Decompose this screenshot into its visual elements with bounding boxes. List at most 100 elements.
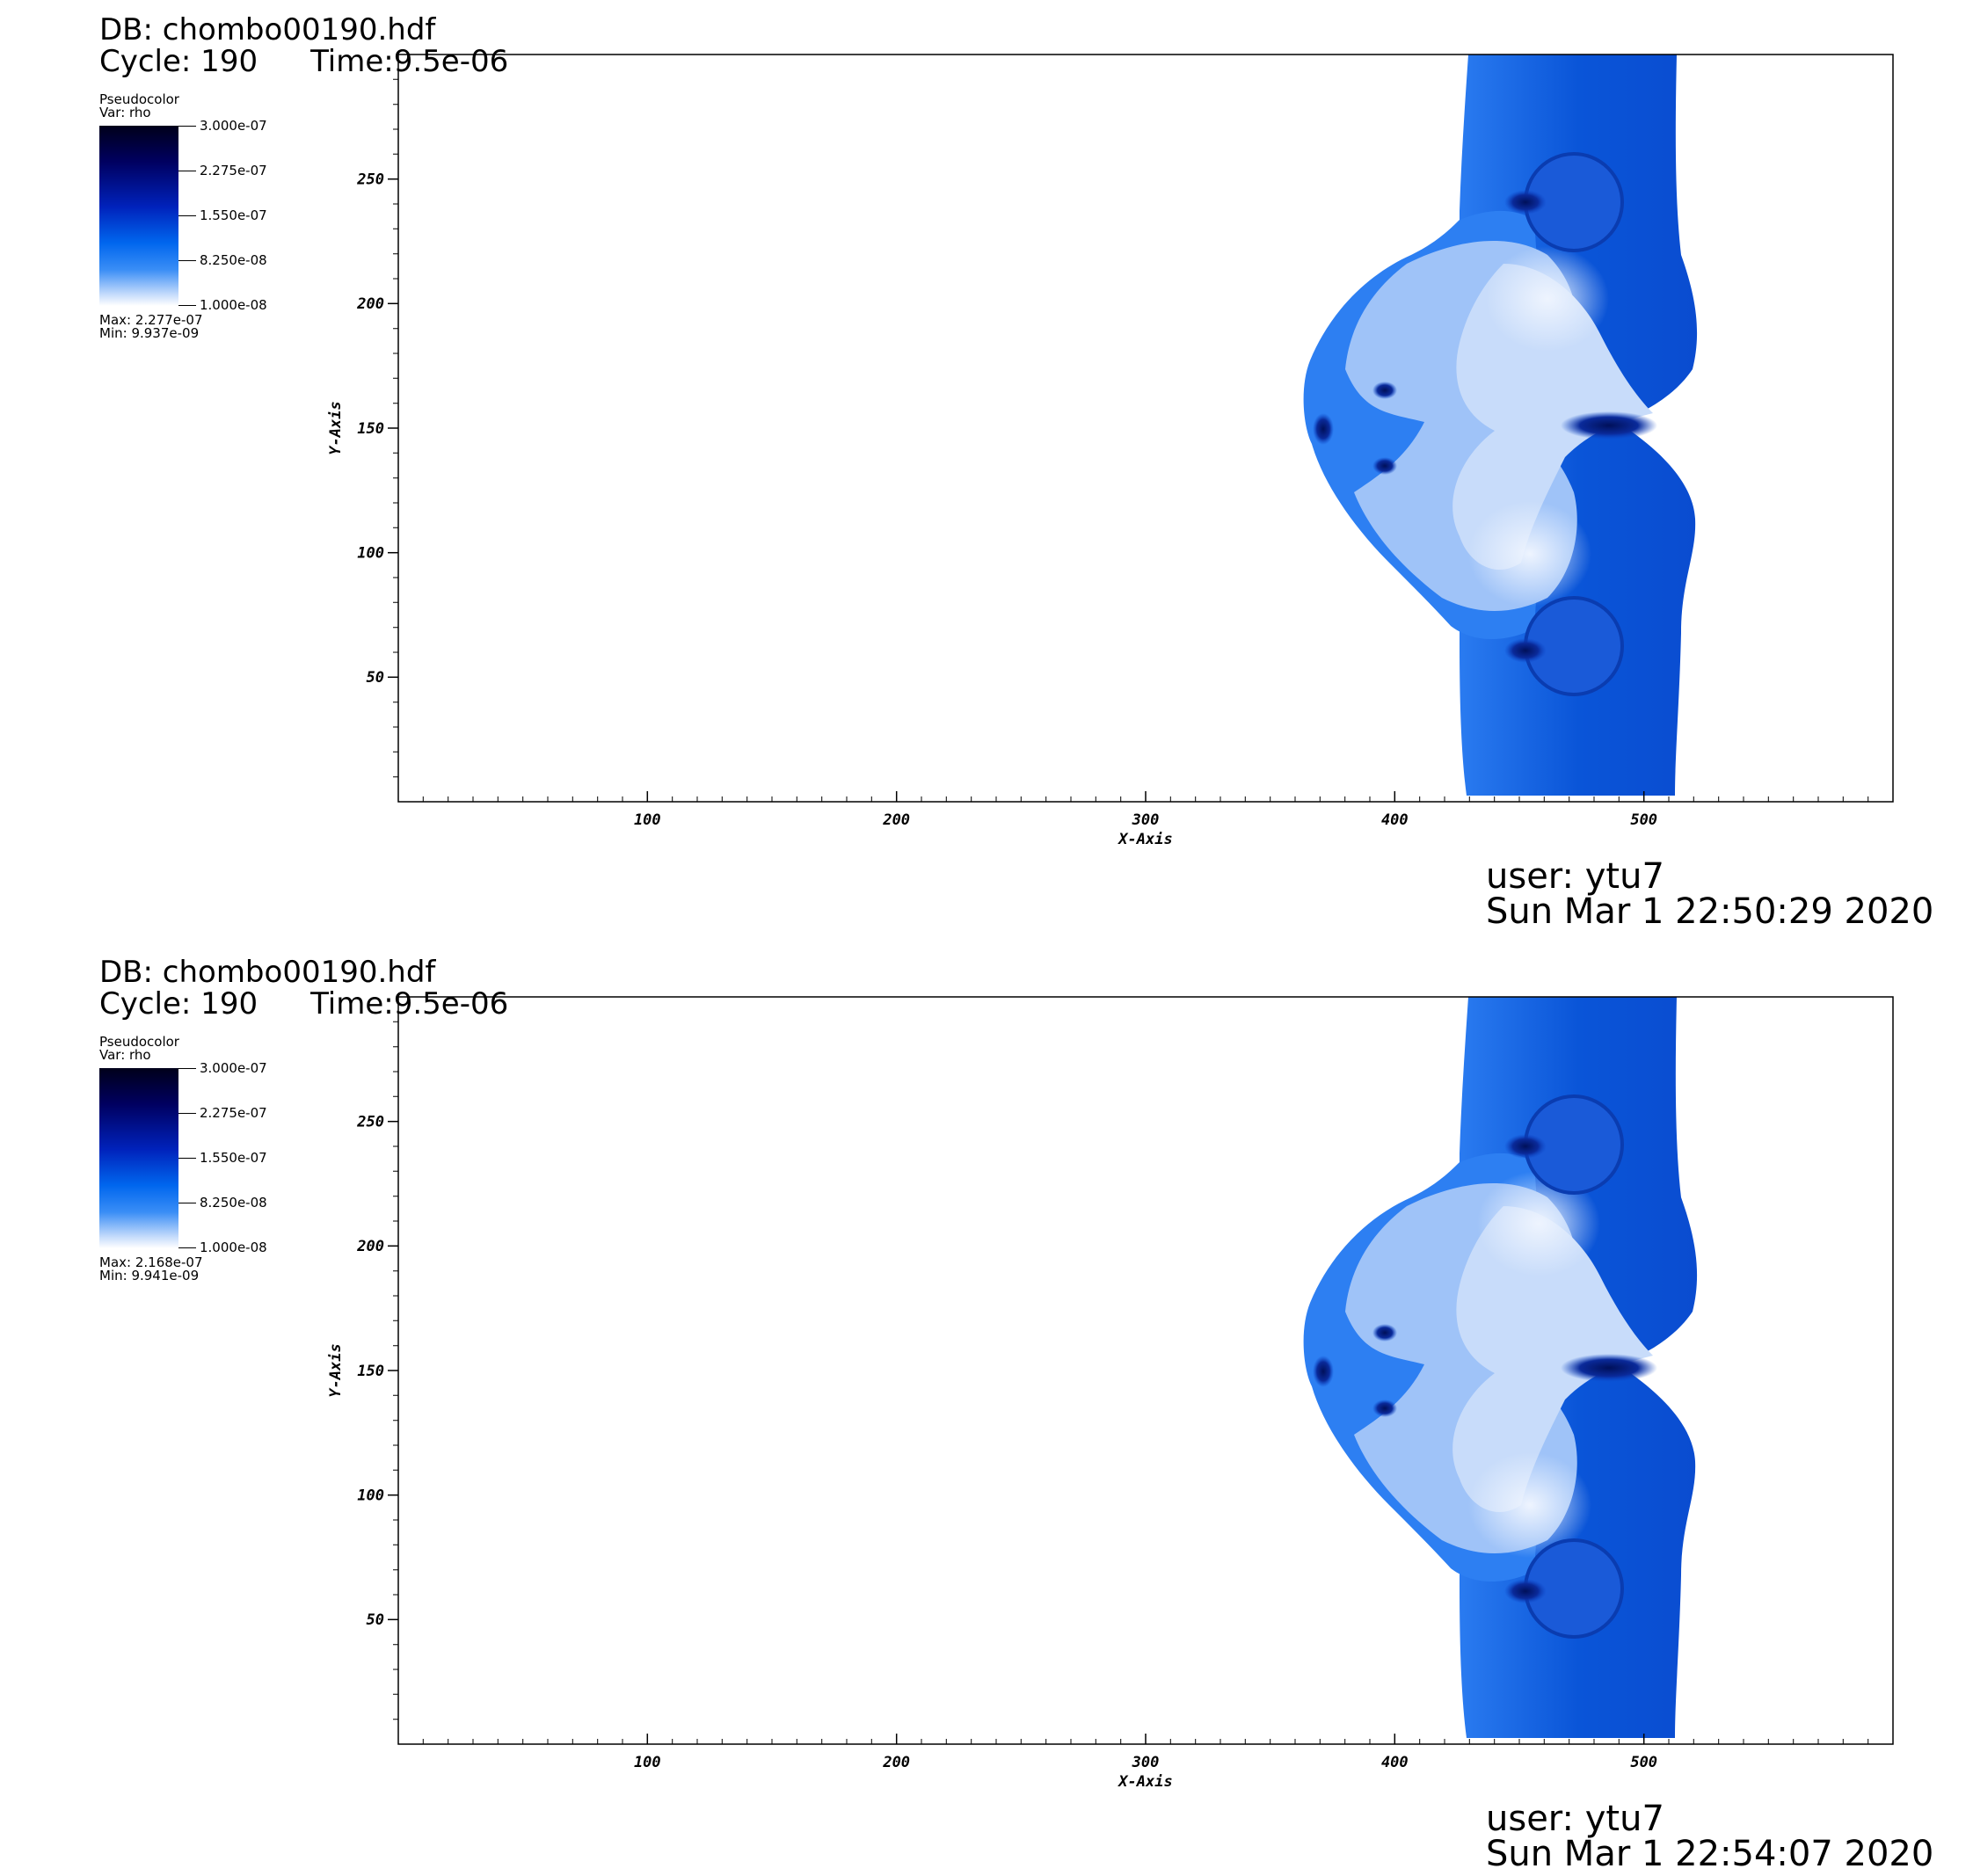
y-tick-label: 250 [356, 1114, 384, 1131]
user-label: user: ytu7 [1486, 856, 1664, 897]
y-tick-label: 200 [356, 295, 384, 313]
legend-max: Max: 2.277e-07 [99, 312, 203, 328]
y-axis-title: Y-Axis [327, 401, 345, 454]
colorbar-tick-label: 8.250e-08 [200, 252, 267, 268]
x-tick-label: 400 [1381, 1754, 1409, 1771]
colorbar-tick [178, 1158, 196, 1159]
legend-max: Max: 2.168e-07 [99, 1254, 203, 1270]
x-tick-labels: 100 200 300 400 500 [634, 811, 1657, 829]
density-core [1561, 1354, 1657, 1382]
x-axis-title: X-Axis [1117, 831, 1172, 848]
colorbar-tick [178, 215, 196, 216]
density-core [1561, 411, 1657, 440]
x-tick-label: 100 [634, 811, 661, 829]
density-glow [1468, 501, 1591, 607]
density-core [1504, 1579, 1547, 1603]
x-tick-label: 200 [882, 1754, 910, 1771]
density-core [1372, 1324, 1397, 1342]
colorbar-tick [178, 305, 196, 306]
x-axis [646, 791, 1645, 802]
cycle-time-line: Cycle: 190 Time:9.5e-06 [99, 988, 508, 1020]
density-core [1372, 1400, 1397, 1417]
x-tick-label: 400 [1381, 811, 1409, 829]
colorbar [99, 1068, 178, 1248]
density-core [1504, 190, 1547, 215]
x-tick-labels: 100 200 300 400 500 [634, 1754, 1657, 1771]
legend-min: Min: 9.941e-09 [99, 1268, 200, 1283]
y-tick-label: 200 [356, 1238, 384, 1255]
legend-variable: Var: rho [99, 1047, 151, 1063]
legend-plot-type: Pseudocolor [99, 91, 179, 107]
legend-variable: Var: rho [99, 105, 151, 120]
density-glow [1468, 1452, 1591, 1558]
database-label: DB: chombo00190.hdf [99, 955, 436, 990]
x-tick-label: 300 [1132, 1754, 1160, 1771]
density-core [1504, 1134, 1547, 1159]
colorbar-tick-label: 8.250e-08 [200, 1195, 267, 1211]
y-tick-labels: 50 100 150 200 250 [356, 171, 384, 687]
x-minor-ticks [422, 1739, 1869, 1744]
colorbar [99, 126, 178, 306]
y-minor-ticks [393, 1021, 398, 1720]
y-minor-ticks [393, 78, 398, 778]
colorbar-tick [178, 1113, 196, 1114]
y-tick-label: 50 [367, 669, 384, 687]
y-tick-labels: 50 100 150 200 250 [356, 1114, 384, 1630]
x-tick-label: 500 [1630, 811, 1657, 829]
y-tick-label: 100 [357, 1487, 384, 1505]
y-tick-label: 100 [357, 545, 384, 563]
y-tick-label: 150 [357, 1363, 384, 1380]
density-core [1372, 382, 1397, 399]
colorbar-tick-label: 1.000e-08 [200, 297, 267, 313]
y-axis [388, 178, 398, 679]
density-core [1313, 1356, 1334, 1387]
plot-panel-top: DB: chombo00190.hdf Cycle: 190 Time:9.5e-… [0, 0, 1973, 934]
plot-area: 100 200 300 400 500 50 100 150 200 250 X… [327, 996, 1894, 1791]
density-core [1504, 638, 1547, 663]
density-core [1313, 413, 1334, 445]
date-label: Sun Mar 1 22:54:07 2020 [1486, 1834, 1934, 1874]
x-tick-label: 200 [882, 811, 910, 829]
colorbar-tick-label: 1.550e-07 [200, 207, 267, 223]
y-tick-label: 150 [357, 420, 384, 438]
colorbar-tick-label: 1.000e-08 [200, 1240, 267, 1255]
colorbar-tick [178, 126, 196, 127]
cycle-label: Cycle: 190 [99, 44, 258, 79]
density-light-region [1452, 1206, 1653, 1513]
y-axis [388, 1120, 398, 1621]
colorbar-tick-label: 3.000e-07 [200, 1060, 267, 1076]
x-axis [646, 1734, 1645, 1744]
y-tick-label: 50 [367, 1611, 384, 1629]
colorbar-tick-label: 3.000e-07 [200, 118, 267, 134]
density-glow [1486, 246, 1609, 352]
x-tick-label: 100 [634, 1754, 661, 1771]
cycle-time-line: Cycle: 190 Time:9.5e-06 [99, 46, 508, 77]
database-label: DB: chombo00190.hdf [99, 12, 436, 47]
x-tick-label: 500 [1630, 1754, 1657, 1771]
cycle-label: Cycle: 190 [99, 986, 258, 1022]
density-field [1303, 55, 1698, 796]
colorbar-tick [178, 1068, 196, 1069]
user-label: user: ytu7 [1486, 1799, 1664, 1839]
colorbar-tick-label: 2.275e-07 [200, 1105, 267, 1121]
x-minor-ticks [422, 796, 1869, 802]
colorbar-tick [178, 260, 196, 261]
legend-plot-type: Pseudocolor [99, 1034, 179, 1050]
y-tick-label: 250 [356, 171, 384, 189]
density-core [1372, 457, 1397, 475]
y-axis-title: Y-Axis [327, 1343, 345, 1397]
x-axis-title: X-Axis [1117, 1773, 1172, 1791]
colorbar-tick [178, 1247, 196, 1248]
density-field [1303, 997, 1698, 1738]
time-label: Time:9.5e-06 [310, 986, 509, 1022]
density-glow [1477, 1171, 1600, 1276]
colorbar-tick-label: 1.550e-07 [200, 1150, 267, 1166]
density-light-region [1452, 264, 1653, 571]
date-label: Sun Mar 1 22:50:29 2020 [1486, 891, 1934, 932]
plot-area: 100 200 300 400 500 50 100 150 200 250 X… [327, 54, 1894, 848]
time-label: Time:9.5e-06 [310, 44, 509, 79]
x-tick-label: 300 [1132, 811, 1160, 829]
plot-panel-bottom: DB: chombo00190.hdf Cycle: 190 Time:9.5e-… [0, 942, 1973, 1876]
legend-min: Min: 9.937e-09 [99, 325, 200, 341]
colorbar-tick-label: 2.275e-07 [200, 163, 267, 178]
